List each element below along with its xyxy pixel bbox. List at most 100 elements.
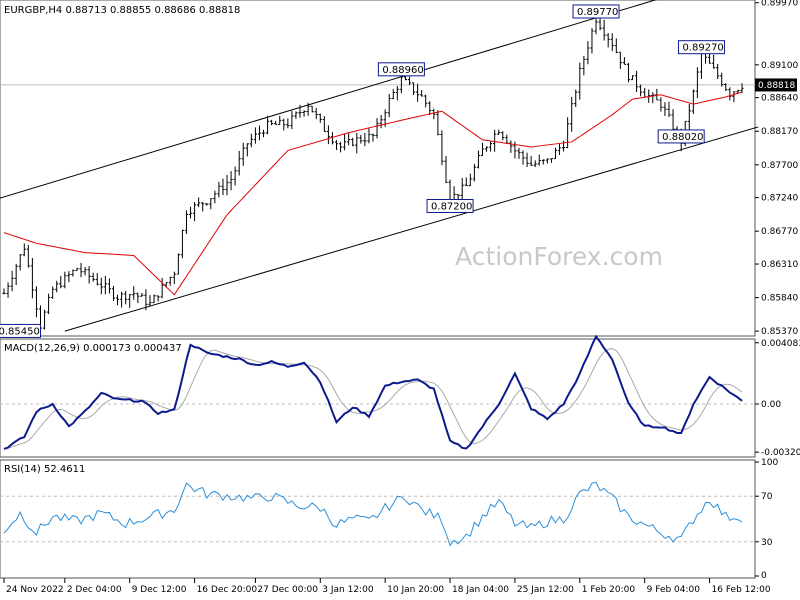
price-bar: [257, 125, 262, 141]
macd-panel-frame: [0, 338, 756, 458]
price-annotation: 0.87200: [426, 198, 474, 213]
price-bar: [566, 117, 570, 149]
price-bar: [622, 57, 627, 65]
price-bar: [111, 286, 116, 302]
price-bar: [119, 291, 124, 308]
current-price-label: 0.88818: [758, 81, 795, 91]
price-bar: [521, 150, 525, 165]
price-bar: [83, 266, 87, 276]
price-bar: [217, 181, 221, 198]
price-bar: [330, 132, 335, 145]
current-price-tag: [755, 78, 797, 92]
y-axis-ticks: 0.89970 0.89100 0.88640 0.88170 0.87700 0.872…: [755, 0, 800, 581]
price-annotation-box: [657, 129, 705, 144]
price-bar: [209, 198, 213, 210]
price-bar: [618, 51, 622, 70]
price-bar: [26, 244, 30, 268]
channel-lower-line: [64, 126, 759, 332]
price-bar: [343, 133, 347, 151]
price-bar: [42, 309, 47, 330]
rsi-tick-label: 70: [761, 492, 773, 502]
price-bar: [298, 104, 302, 118]
price-bar: [124, 290, 128, 305]
price-annotation: 0.89270: [677, 40, 725, 55]
price-bar: [282, 118, 286, 131]
price-annotation-box: [572, 4, 620, 19]
price-bar: [460, 177, 464, 202]
price-bar: [148, 295, 152, 307]
price-bar: [517, 147, 521, 159]
price-bar: [363, 132, 367, 147]
price-bar: [172, 271, 176, 285]
price-bar: [221, 178, 225, 196]
price-bar: [606, 33, 610, 48]
price-bar: [602, 19, 606, 41]
price-bar: [274, 120, 278, 125]
price-annotation-label: 0.85450: [0, 326, 40, 337]
price-bar: [428, 101, 432, 115]
price-bar: [261, 129, 266, 138]
price-annotation: 0.88960: [377, 62, 425, 77]
price-bar: [594, 18, 598, 35]
price-bar: [509, 140, 513, 153]
price-bar: [128, 293, 132, 308]
price-bar: [716, 63, 720, 80]
price-bar: [67, 271, 71, 283]
price-bar: [156, 295, 160, 302]
price-bar: [229, 171, 233, 191]
price-bar: [476, 150, 481, 169]
macd-line: [3, 334, 743, 450]
price-annotation: 0.85450: [0, 323, 41, 338]
price-tick-label: 0.85840: [761, 294, 798, 304]
price-bar: [334, 140, 339, 151]
watermark: ActionForex.com: [455, 242, 663, 271]
x-tick-label: 9 Dec 12:00: [132, 585, 187, 595]
rsi-tick-label: 0: [761, 571, 767, 581]
price-bar: [440, 130, 444, 166]
price-bar: [286, 118, 290, 129]
price-bar: [472, 164, 476, 182]
price-tick-label: 0.86310: [761, 260, 798, 270]
x-tick-label: 16 Feb 12:00: [712, 585, 771, 595]
price-bar: [75, 267, 79, 272]
price-bar: [436, 110, 440, 136]
rsi-line: [3, 481, 743, 547]
price-bar: [557, 144, 562, 156]
price-bar: [480, 142, 485, 157]
price-bar: [659, 97, 663, 112]
price-annotation-box: [677, 40, 725, 55]
price-tick-label: 0.85370: [761, 327, 798, 337]
moving-average-line: [3, 91, 743, 296]
price-bar: [79, 262, 83, 278]
price-bar: [306, 102, 310, 116]
price-bar: [318, 113, 322, 123]
price-annotation-box: [426, 198, 474, 213]
price-bar: [160, 277, 164, 299]
price-bar: [355, 132, 359, 154]
price-bar: [586, 41, 590, 65]
x-tick-label: 3 Jan 12:00: [322, 585, 374, 595]
price-bar: [201, 202, 205, 212]
price-bar: [326, 125, 330, 145]
price-bar: [103, 275, 107, 295]
macd-tick-label: -0.003209: [761, 448, 800, 458]
price-bar: [411, 82, 416, 96]
price-bar: [655, 88, 659, 101]
price-bar: [626, 62, 631, 83]
price-bar: [55, 280, 59, 293]
price-bar: [614, 38, 618, 54]
price-bar: [468, 173, 472, 187]
price-bar: [712, 54, 716, 69]
price-bar: [695, 67, 699, 99]
price-bar: [545, 158, 549, 164]
price-bar: [395, 86, 399, 101]
x-tick-label: 2 Dec 04:00: [67, 585, 122, 595]
price-bar: [249, 133, 253, 148]
price-bar: [639, 84, 643, 97]
macd-tick-label: 0.004083: [761, 339, 800, 349]
price-bar: [213, 190, 217, 204]
price-bar: [136, 292, 140, 304]
rsi-tick-label: 30: [761, 538, 773, 548]
price-bar: [87, 266, 91, 284]
